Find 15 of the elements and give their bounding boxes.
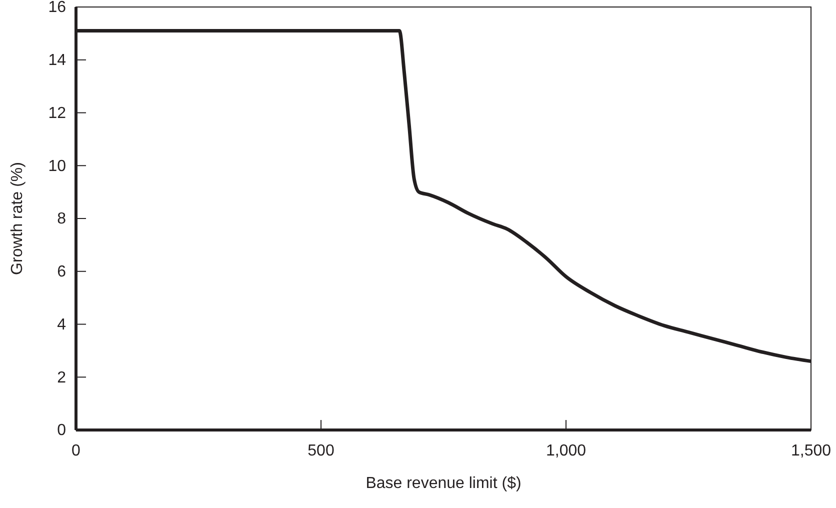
x-axis-title: Base revenue limit ($) xyxy=(366,475,522,492)
y-tick-label: 0 xyxy=(57,422,66,440)
y-tick-label: 12 xyxy=(48,104,66,122)
x-tick-label: 0 xyxy=(72,442,81,460)
y-tick-label: 4 xyxy=(57,316,66,334)
x-tick-label: 1,000 xyxy=(546,442,586,460)
y-axis-title: Growth rate (%) xyxy=(9,162,26,275)
y-tick-label: 6 xyxy=(57,263,66,280)
x-tick-label: 500 xyxy=(308,442,334,460)
y-tick-label: 16 xyxy=(48,0,66,16)
y-tick-label: 14 xyxy=(48,52,66,69)
y-tick-label: 10 xyxy=(48,158,66,175)
y-tick-label: 8 xyxy=(57,210,66,228)
y-tick-label: 2 xyxy=(57,369,66,386)
x-tick-label: 1,500 xyxy=(790,442,832,460)
